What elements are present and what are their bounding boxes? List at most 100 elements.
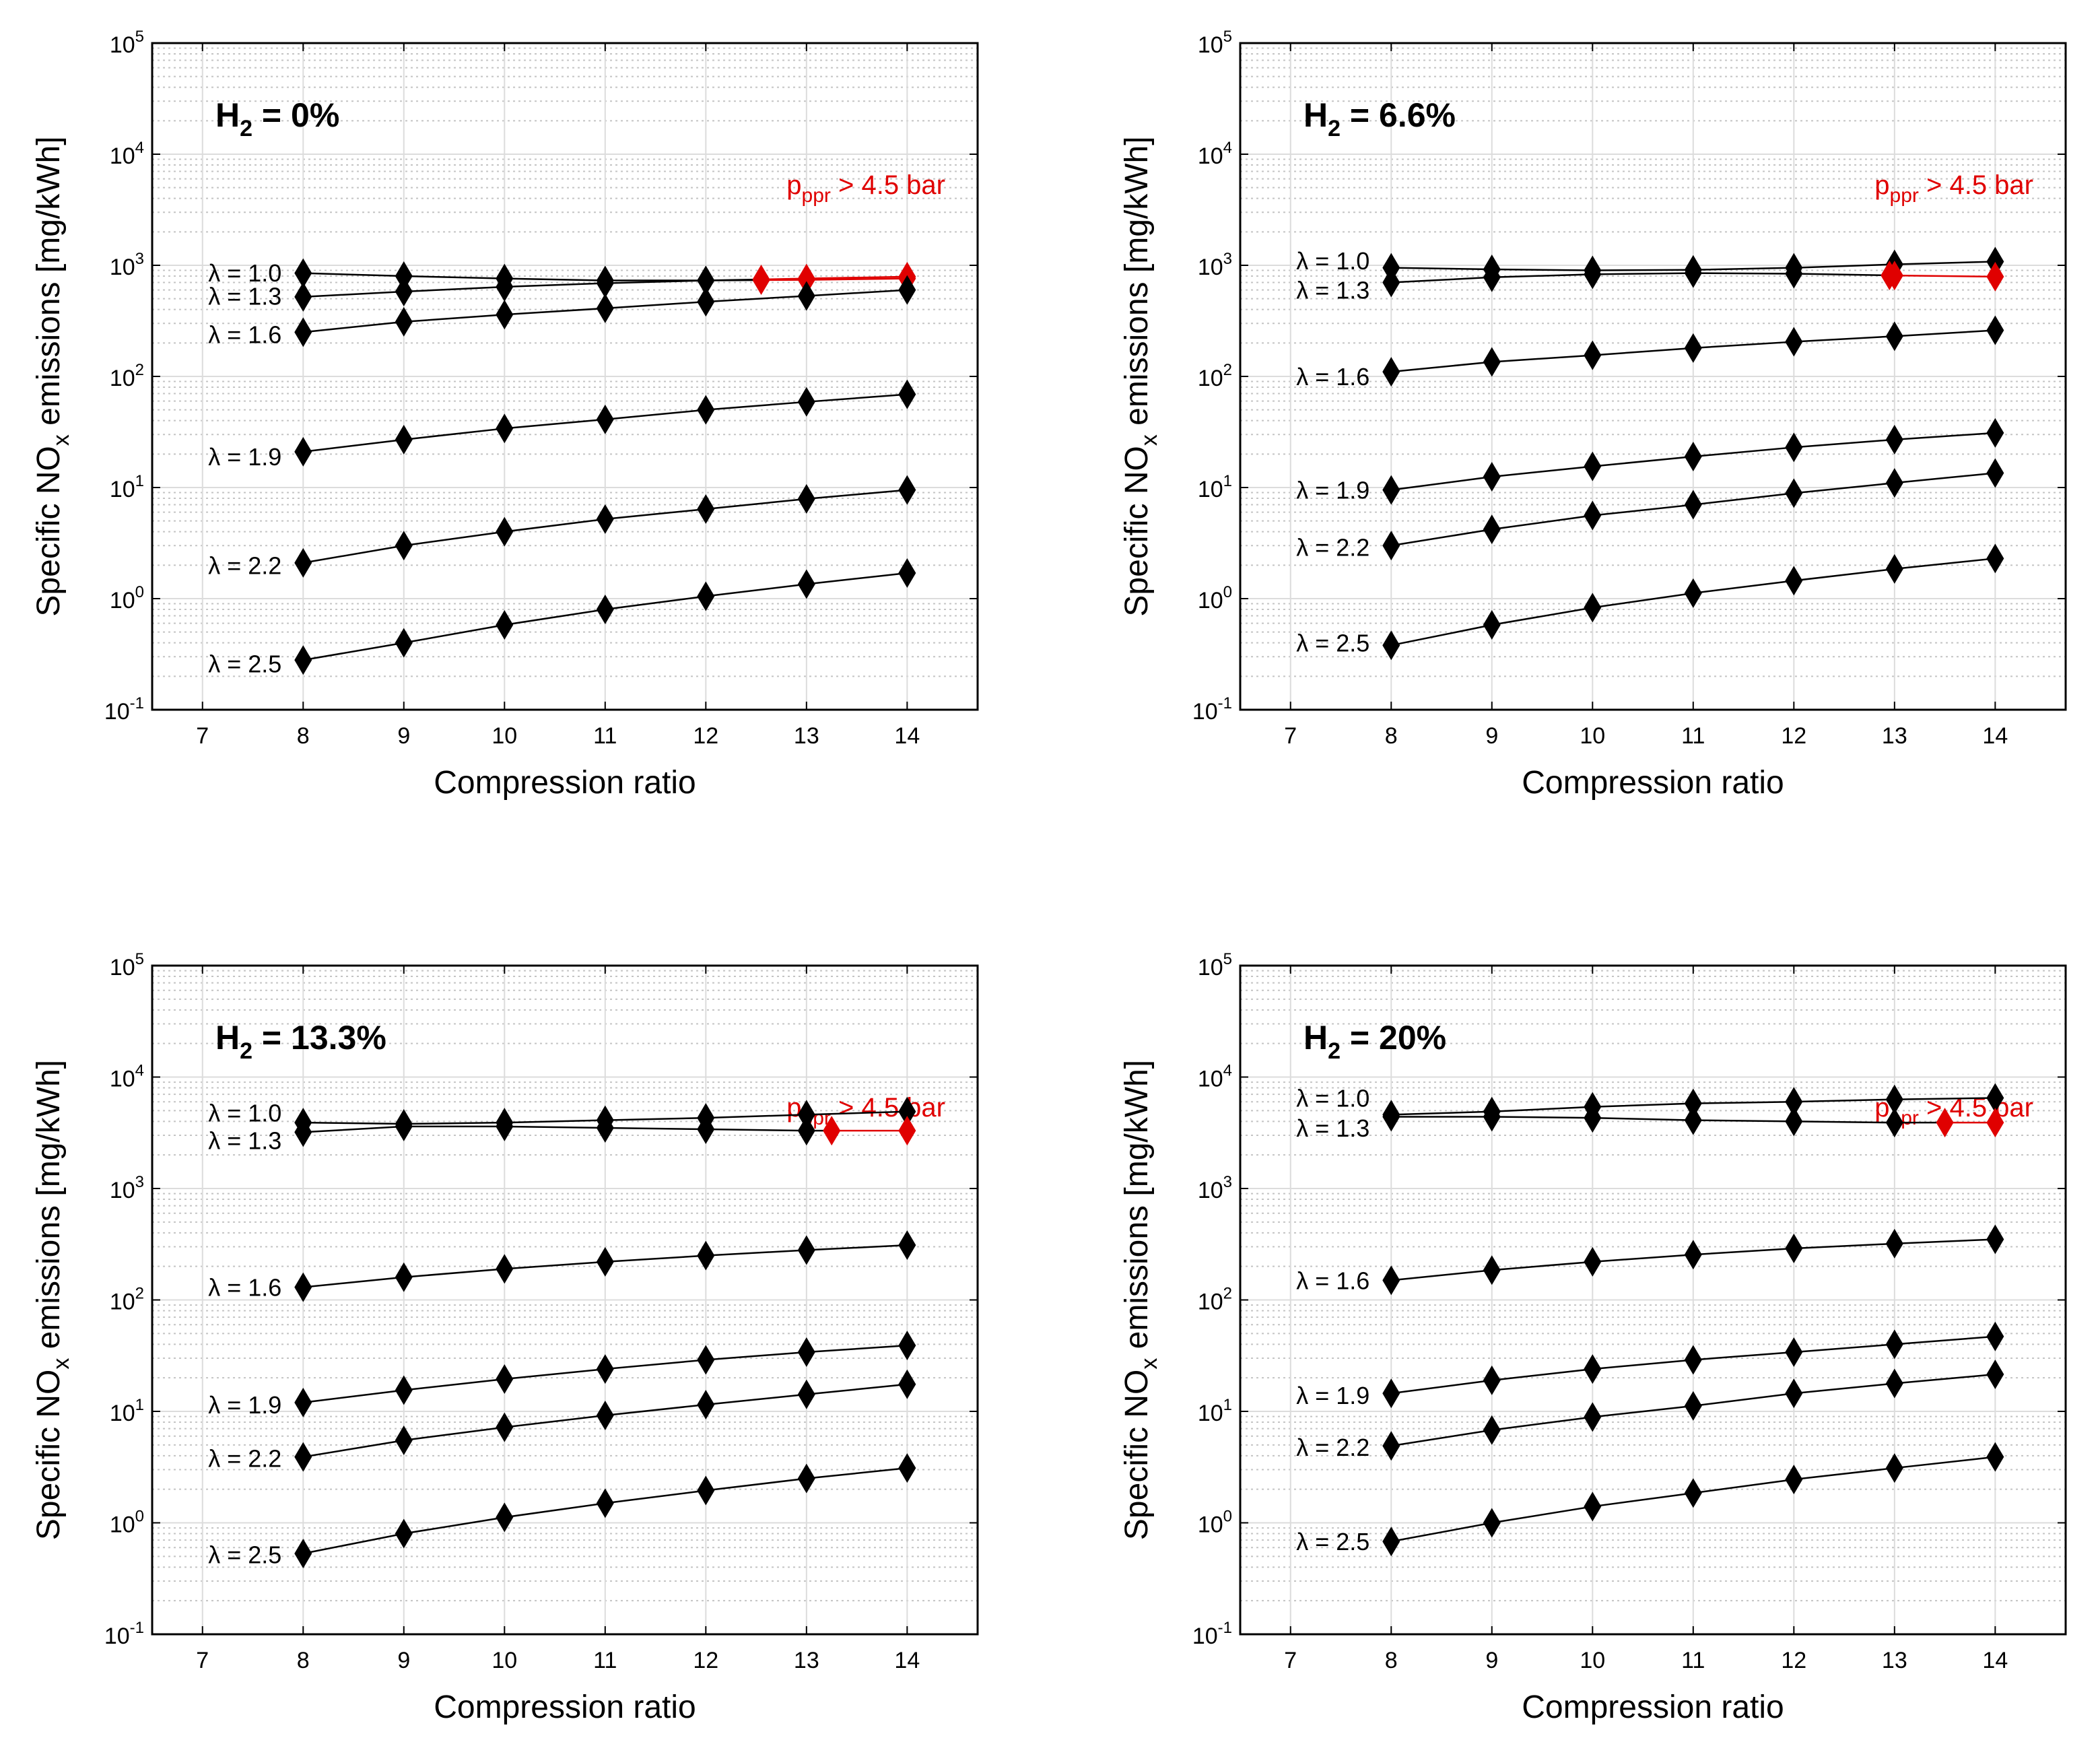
data-point [596, 1354, 614, 1384]
data-point [1584, 1492, 1602, 1522]
data-point [898, 1096, 916, 1127]
data-point [1483, 610, 1501, 640]
ppr-annotation: pppr > 4.5 bar [786, 170, 945, 207]
x-axis-label: Compression ratio [434, 1689, 696, 1725]
data-point [1684, 578, 1702, 608]
data-point [797, 1379, 815, 1409]
data-point [1483, 1508, 1501, 1538]
y-tick-label: 104 [110, 139, 144, 169]
data-point [1885, 468, 1903, 498]
data-point [1684, 490, 1702, 520]
y-tick-label: 101 [110, 472, 144, 502]
series-label: λ = 1.9 [1296, 477, 1369, 504]
x-tick-label: 10 [492, 1648, 517, 1673]
data-point [797, 1235, 815, 1265]
data-point [1684, 1088, 1702, 1118]
data-point [1584, 340, 1602, 370]
y-tick-label: 102 [1198, 361, 1232, 391]
data-point [1785, 1378, 1803, 1409]
data-point [797, 569, 815, 599]
data-point [898, 275, 916, 305]
x-tick-label: 9 [397, 1648, 410, 1673]
y-tick-label: 103 [110, 250, 144, 280]
data-point [294, 281, 312, 312]
data-point [294, 547, 312, 578]
y-tick-label: 100 [110, 1508, 144, 1538]
panel-bottom-left: 7 8 9 10 11 12 13 14 10-1 100 101 102 103 104 105 Compr… [31, 950, 979, 1725]
data-point [1684, 1240, 1702, 1270]
data-point [596, 1112, 614, 1143]
x-tick-label: 14 [894, 1648, 920, 1673]
x-tick-label: 9 [1485, 1648, 1498, 1673]
data-point [395, 531, 413, 561]
panel-title: H2 = 13.3% [215, 1019, 386, 1064]
data-point [596, 1400, 614, 1430]
ppr-data-point [1885, 261, 1903, 291]
data-point [1382, 1378, 1400, 1409]
series-label: λ = 2.5 [208, 650, 281, 678]
x-tick-label: 13 [1882, 723, 1907, 749]
data-point [496, 271, 514, 302]
data-point [697, 265, 715, 296]
data-point [898, 1453, 916, 1483]
data-point [395, 424, 413, 455]
data-point [395, 1262, 413, 1292]
y-tick-label: 100 [110, 583, 144, 613]
data-point [1584, 1103, 1602, 1133]
series-label: λ = 1.3 [1296, 277, 1369, 304]
x-tick-label: 9 [397, 723, 410, 749]
data-point [697, 1240, 715, 1271]
data-point [797, 1100, 815, 1130]
data-point [697, 581, 715, 611]
series-2: λ = 1.3 [1296, 258, 2004, 304]
data-point [1885, 424, 1903, 455]
data-point [1483, 1415, 1501, 1445]
data-point [898, 1331, 916, 1361]
y-tick-label: 105 [110, 28, 144, 58]
data-point [596, 293, 614, 323]
data-point [1584, 1246, 1602, 1277]
data-point [1986, 315, 2004, 345]
ppr-data-point [797, 263, 815, 294]
data-point [1684, 442, 1702, 472]
data-point [1382, 630, 1400, 661]
data-point [496, 610, 514, 640]
data-point [1382, 267, 1400, 298]
data-point [1483, 1102, 1501, 1132]
data-point [395, 1518, 413, 1549]
data-point [294, 317, 312, 347]
series-label: λ = 2.2 [1296, 1434, 1369, 1461]
data-point [1382, 1431, 1400, 1461]
data-point [294, 258, 312, 288]
data-point [697, 1345, 715, 1375]
y-tick-label: 105 [1198, 950, 1232, 980]
data-point [1785, 1465, 1803, 1495]
series-6: λ = 2.5 [1296, 1442, 2004, 1557]
data-point [395, 261, 413, 291]
data-point [1785, 259, 1803, 289]
y-axis-label: Specific NOx emissions [mg/kWh] [31, 136, 74, 616]
data-point [1382, 475, 1400, 505]
series-label: λ = 1.9 [208, 1391, 281, 1419]
data-point [1986, 417, 2004, 448]
y-tick-label: 101 [1198, 1396, 1232, 1426]
data-point [898, 1230, 916, 1261]
data-point [1684, 333, 1702, 363]
x-tick-label: 14 [894, 723, 920, 749]
series-5: λ = 2.2 [208, 475, 916, 579]
data-point [1382, 531, 1400, 561]
data-point [898, 475, 916, 505]
series-label: λ = 1.6 [208, 1274, 281, 1302]
data-point [1885, 1228, 1903, 1259]
ppr-annotation: pppr > 4.5 bar [1874, 170, 2033, 207]
series-6: λ = 2.5 [1296, 543, 2004, 661]
data-point [1986, 543, 2004, 574]
series-label: λ = 2.5 [208, 1541, 281, 1569]
series-label: λ = 2.2 [1296, 534, 1369, 562]
data-point [496, 1502, 514, 1533]
x-tick-label: 14 [1982, 723, 2008, 749]
series-2: λ = 1.3 [208, 1111, 916, 1155]
data-point [797, 1116, 815, 1146]
data-point [1684, 258, 1702, 288]
data-point [496, 1364, 514, 1394]
